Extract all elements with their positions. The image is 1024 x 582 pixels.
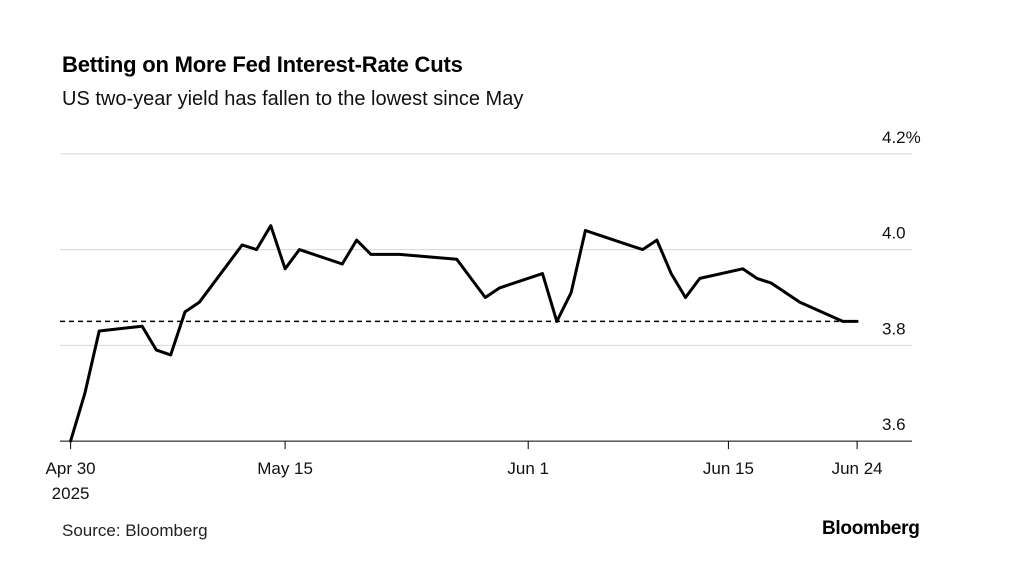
- y-tick-label: 4.0: [882, 224, 906, 243]
- x-tick-label: Jun 1: [507, 459, 549, 478]
- chart-subtitle: US two-year yield has fallen to the lowe…: [62, 88, 524, 110]
- series-group: [69, 224, 859, 443]
- bloomberg-logo: Bloomberg: [822, 518, 920, 539]
- x-tick-label: Apr 30: [46, 459, 96, 478]
- y-tick-label: 3.8: [882, 319, 906, 338]
- source-note: Source: Bloomberg: [62, 521, 208, 540]
- x-tick-label: Jun 15: [703, 459, 754, 478]
- series-line: [69, 224, 859, 443]
- x-tick-label: Jun 24: [832, 459, 883, 478]
- y-tick-label: 3.6: [882, 415, 906, 434]
- chart-title: Betting on More Fed Interest-Rate Cuts: [62, 52, 463, 77]
- y-tick-label: 4.2%: [882, 128, 921, 147]
- x-tick-label: May 15: [257, 459, 313, 478]
- y-axis-labels: 3.6 3.8 4.0 4.2%: [882, 128, 921, 434]
- x-axis: Apr 30 2025 May 15 Jun 1 Jun 15 Jun 24: [46, 441, 883, 503]
- gridlines: [60, 153, 912, 442]
- x-tick-sublabel: 2025: [52, 484, 90, 503]
